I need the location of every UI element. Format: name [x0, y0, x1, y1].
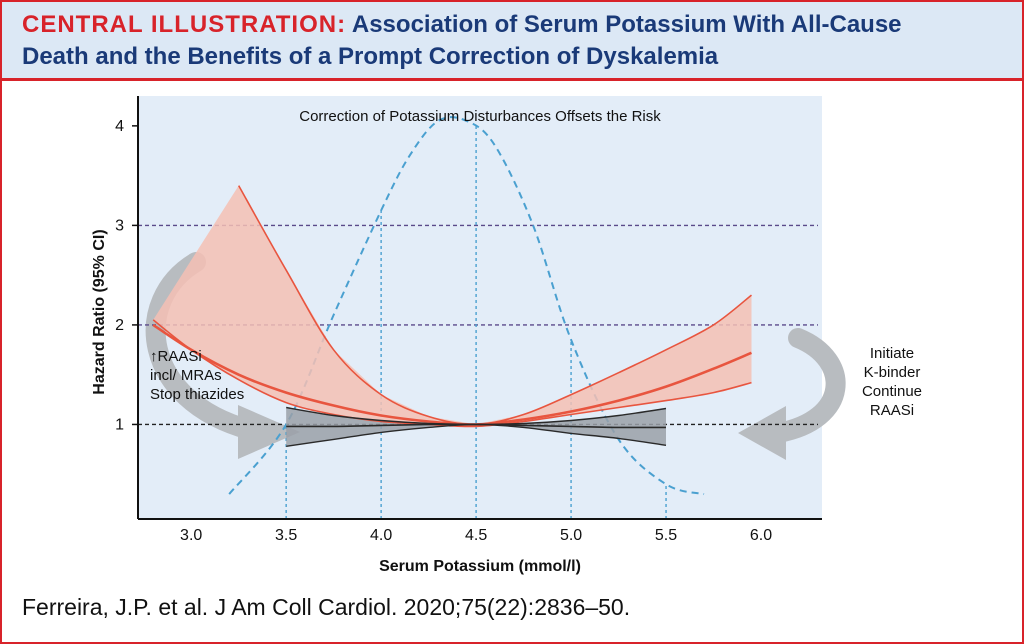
x-tick-label: 4.0	[370, 527, 392, 544]
left-annotation-line: Stop thiazides	[150, 386, 245, 403]
potassium-distribution-curve	[228, 116, 705, 496]
uncorrected-ci-band	[153, 185, 752, 427]
left-arrowhead	[238, 405, 300, 459]
potassium-markers	[285, 125, 667, 519]
axes: 1 2 3 4 3.0 3.5 4.0 4.5 5.0 5.5 6.0	[115, 96, 822, 544]
title-line-2: Death and the Benefits of a Prompt Corre…	[22, 43, 719, 70]
title-line-1: CENTRAL ILLUSTRATION: Association of Ser…	[22, 11, 902, 39]
y-tick-label: 4	[115, 118, 124, 135]
y-tick-label: 3	[115, 217, 124, 234]
left-annotation: ↑RAASi incl/ MRAs Stop thiazides	[150, 347, 244, 404]
right-annotation-line: RAASi	[869, 402, 915, 419]
right-arrowhead	[738, 406, 786, 460]
y-tick-label: 1	[115, 416, 124, 433]
header: CENTRAL ILLUSTRATION: Association of Ser…	[2, 2, 1022, 81]
correction-arrows	[145, 252, 846, 460]
series-layer	[152, 116, 752, 496]
right-annotation-line: Initiate	[869, 345, 915, 362]
left-arrow-shaft	[145, 252, 260, 440]
x-axis-label: Serum Potassium (mmol/l)	[379, 558, 581, 575]
title-text: Association of Serum Potassium With All-…	[351, 11, 902, 38]
title-prefix: CENTRAL ILLUSTRATION:	[22, 11, 347, 38]
citation: Ferreira, J.P. et al. J Am Coll Cardiol.…	[22, 594, 631, 620]
y-axis-label: Hazard Ratio (95% CI)	[91, 229, 108, 394]
x-tick-label: 6.0	[750, 527, 772, 544]
right-annotation-line: K-binder	[863, 364, 921, 381]
right-annotation: Initiate K-binder Continue RAASi	[842, 344, 942, 420]
x-tick-label: 4.5	[465, 527, 487, 544]
right-annotation-line: Continue	[861, 383, 923, 400]
x-tick-label: 3.5	[275, 527, 297, 544]
right-arrow-shaft	[768, 328, 846, 443]
y-tick-label: 2	[115, 317, 124, 334]
x-tick-label: 5.5	[655, 527, 677, 544]
annotation-top: Correction of Potassium Disturbances Off…	[299, 108, 661, 125]
x-tick-label: 5.0	[560, 527, 582, 544]
x-tick-label: 3.0	[180, 527, 202, 544]
left-annotation-line: incl/ MRAs	[150, 367, 222, 384]
left-annotation-line: ↑RAASi	[150, 348, 202, 365]
hazard-ratio-corrected-line	[286, 423, 667, 429]
